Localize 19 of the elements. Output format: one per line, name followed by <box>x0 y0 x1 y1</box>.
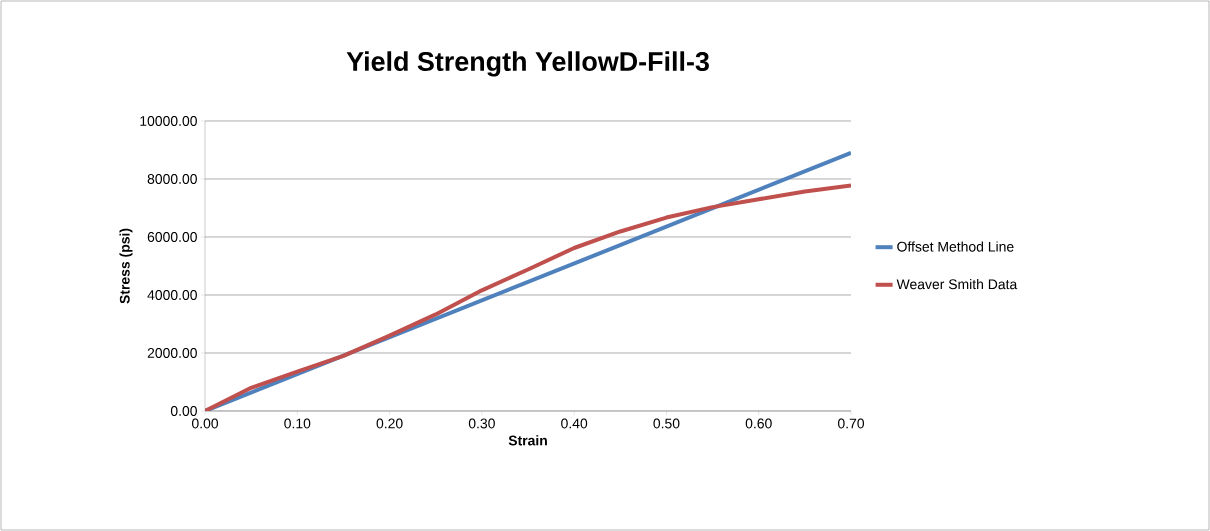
x-axis-title: Strain <box>508 435 547 446</box>
x-tick-label: 0.50 <box>653 418 680 429</box>
chart-title: Yield Strength YellowD-Fill-3 <box>346 51 709 77</box>
x-tick-label: 0.60 <box>745 418 772 429</box>
legend-label: Offset Method Line <box>897 241 1014 252</box>
x-tick-label: 0.30 <box>468 418 495 429</box>
y-tick-label: 6000.00 <box>147 232 197 242</box>
x-tick-label: 0.00 <box>191 418 219 429</box>
y-tick-label: 2000.00 <box>147 348 197 358</box>
x-tick-label: 0.20 <box>376 418 403 429</box>
x-tick-label: 0.70 <box>837 418 865 429</box>
y-tick-label: 10000.00 <box>140 116 197 126</box>
y-tick-label: 4000.00 <box>147 290 197 300</box>
legend-label: Weaver Smith Data <box>896 278 1018 290</box>
y-axis-title: Stress (psi) <box>119 228 133 304</box>
x-tick-label: 0.10 <box>284 418 311 429</box>
y-tick-label: 8000.00 <box>147 174 197 184</box>
x-tick-label: 0.40 <box>561 418 588 429</box>
y-tick-label: 0.00 <box>170 406 197 416</box>
